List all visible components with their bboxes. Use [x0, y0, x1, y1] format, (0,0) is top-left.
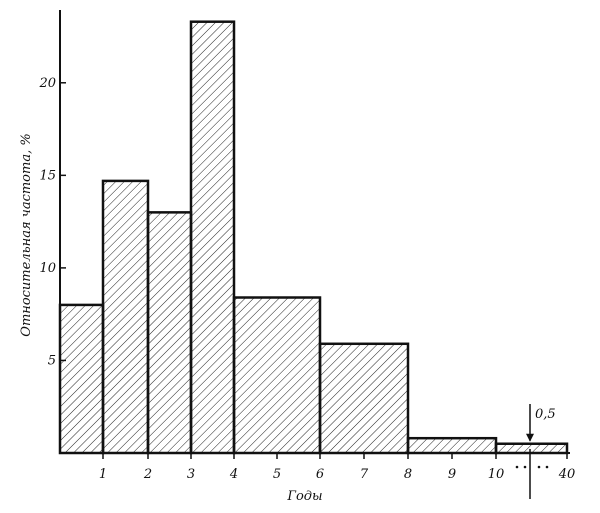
axes-group [59, 10, 570, 454]
x-tick-label-2: 2 [143, 467, 152, 482]
x-tick-label-1: 1 [99, 467, 107, 482]
annotation-label: 0,5 [535, 407, 556, 422]
histogram-bar-8 [494, 442, 569, 455]
y-tick-label-20: 20 [38, 76, 56, 91]
x-tick-label-7: 7 [360, 467, 369, 482]
histogram-bar-5 [232, 296, 322, 455]
y-axis-title: Относительная частота, % [19, 133, 34, 336]
axis-break-dot-3 [537, 465, 541, 469]
y-tick-label-10: 10 [39, 261, 56, 276]
histogram-bar-1 [58, 303, 105, 455]
histogram-bar-6 [318, 342, 410, 455]
y-tick-label-5: 5 [48, 353, 56, 368]
annotation-arrow-head [526, 433, 534, 442]
axis-break-dot-2 [523, 465, 527, 469]
x-tick-label-40: 40 [558, 467, 576, 482]
ticks-group: 5 10 15 20 1 2 3 4 5 6 7 8 9 10 40 [38, 76, 575, 499]
y-tick-label-15: 15 [39, 168, 56, 183]
x-tick-label-10: 10 [488, 467, 505, 482]
x-tick-label-6: 6 [316, 467, 324, 482]
x-axis-title: Годы [286, 489, 322, 504]
x-tick-label-8: 8 [404, 467, 412, 482]
histogram-bar-3 [146, 211, 193, 455]
axis-break-dot-1 [515, 465, 519, 469]
annotation-group: 0,5 [526, 404, 556, 442]
x-tick-label-4: 4 [229, 467, 238, 482]
histogram-bar-2 [101, 179, 150, 455]
axis-break-dot-4 [545, 465, 549, 469]
x-tick-label-9: 9 [448, 467, 456, 482]
histogram-bar-7 [406, 436, 498, 455]
histogram-bar-4 [189, 20, 236, 455]
bars-group [58, 20, 569, 455]
x-tick-label-3: 3 [187, 467, 195, 482]
x-tick-label-5: 5 [273, 467, 281, 482]
